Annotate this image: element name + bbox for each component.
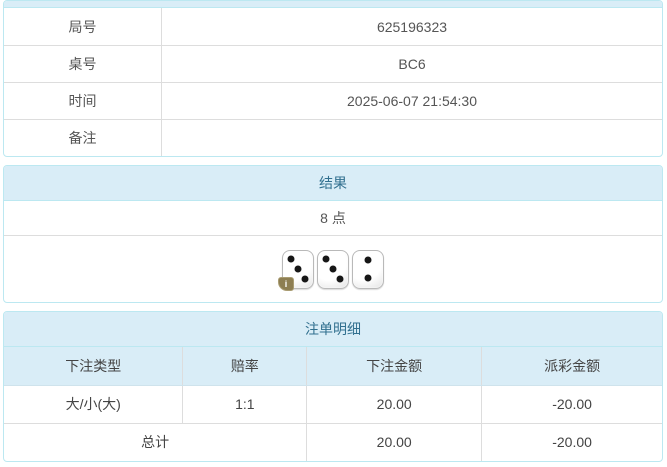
round-id-value: 625196323 (376, 18, 448, 35)
col-header-odds: 赔率 (182, 347, 307, 386)
remark-label: 备注 (4, 120, 162, 156)
remark-value (162, 120, 662, 156)
time-value: 2025-06-07 21:54:30 (347, 93, 477, 109)
odds-cell: 1:1 (182, 385, 307, 423)
info-row-remark: 备注 (4, 119, 662, 156)
die-pip (329, 265, 337, 273)
bets-table: 下注类型 赔率 下注金额 派彩金额 大/小(大) 1:1 20.00 -20.0… (4, 347, 662, 461)
die-pip (301, 275, 309, 283)
die-pip (336, 275, 344, 283)
col-header-bet-type: 下注类型 (4, 347, 183, 386)
game-info-panel: 局号 625196323 桌号 BC6 时间 2025-06-07 21:54:… (3, 0, 663, 157)
total-bet-amount-cell: 20.00 (306, 422, 482, 461)
bet-type-cell: 大/小(大) (65, 396, 121, 412)
die-pip (364, 274, 372, 282)
game-info-heading-cutoff (4, 1, 662, 8)
die-pip (364, 256, 372, 264)
total-label-cell: 总计 (4, 422, 307, 461)
total-row: 总计 20.00 -20.00 (4, 422, 662, 461)
col-header-payout-amount: 派彩金额 (481, 347, 662, 386)
die-pip (322, 255, 330, 263)
col-header-bet-amount: 下注金额 (306, 347, 482, 386)
info-icon[interactable]: i (278, 276, 294, 291)
dice-row: i (4, 236, 662, 302)
table-id-value: BC6 (398, 56, 426, 72)
bets-header-row: 下注类型 赔率 下注金额 派彩金额 (4, 347, 662, 386)
die-3-value-2 (352, 249, 384, 289)
die-pip (287, 255, 295, 263)
bet-detail-panel: 注单明细 下注类型 赔率 下注金额 派彩金额 大/小(大) 1:1 20.00 … (3, 311, 663, 462)
payout-amount-cell: -20.00 (481, 385, 662, 423)
info-row-round-id: 局号 625196323 (4, 8, 662, 45)
result-total-points: 8 点 (4, 201, 662, 236)
die-1-value-3: i (278, 249, 314, 291)
info-row-time: 时间 2025-06-07 21:54:30 (4, 82, 662, 119)
info-row-table-id: 桌号 BC6 (4, 45, 662, 82)
total-payout-amount-cell: -20.00 (481, 422, 662, 461)
time-label: 时间 (4, 83, 162, 119)
table-id-label: 桌号 (4, 46, 162, 82)
result-panel: 结果 8 点 i (3, 165, 663, 303)
result-panel-title: 结果 (4, 166, 662, 201)
die-2-value-3 (317, 249, 349, 289)
round-id-label: 局号 (4, 8, 162, 45)
bet-row: 大/小(大) 1:1 20.00 -20.00 (4, 385, 662, 423)
die-pip (294, 265, 302, 273)
bet-amount-cell: 20.00 (306, 385, 482, 423)
bet-detail-title: 注单明细 (4, 312, 662, 347)
